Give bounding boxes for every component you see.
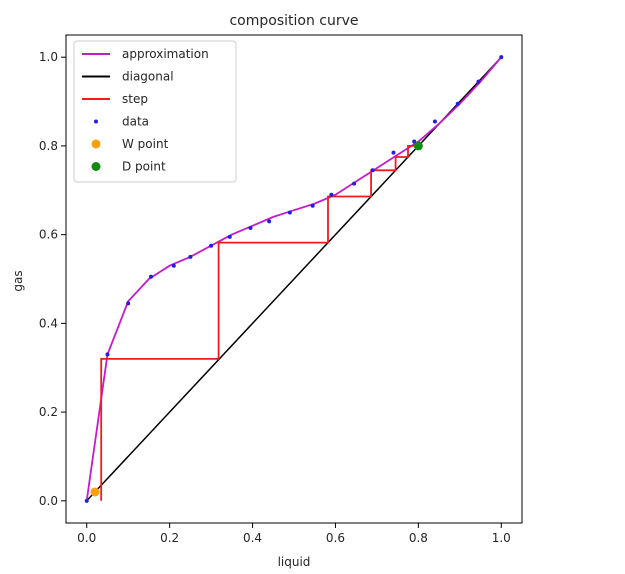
data-point <box>370 168 375 173</box>
w-point-marker <box>90 487 100 497</box>
y-tick-label: 0.0 <box>39 494 58 508</box>
data-point <box>310 203 315 208</box>
data-point <box>171 263 176 268</box>
y-tick-label: 0.6 <box>39 228 58 242</box>
x-axis-label: liquid <box>278 555 311 569</box>
y-tick-label: 0.2 <box>39 405 58 419</box>
legend-approximation-label: approximation <box>122 47 209 61</box>
legend: approximation diagonal step data W point D po… <box>73 40 237 183</box>
chart-title: composition curve <box>229 13 358 29</box>
data-point <box>248 225 253 230</box>
x-tick-label: 0.6 <box>326 531 345 545</box>
y-tick-label: 0.8 <box>39 139 58 153</box>
x-tick-label: 0.8 <box>409 531 428 545</box>
x-tick-label: 0.4 <box>243 531 262 545</box>
plot-area <box>84 55 504 503</box>
legend-d-point-label: D point <box>122 160 166 174</box>
legend-box <box>73 40 237 183</box>
legend-data-swatch <box>94 119 98 124</box>
data-point <box>287 210 292 215</box>
legend-step-label: step <box>122 92 148 106</box>
data-point <box>84 498 89 503</box>
data-point <box>476 79 481 84</box>
data-point <box>499 55 504 60</box>
y-tick-label: 1.0 <box>39 50 58 64</box>
data-point <box>329 192 334 197</box>
legend-d-point-swatch <box>91 162 101 171</box>
data-point <box>352 181 357 186</box>
x-tick-label: 1.0 <box>492 531 511 545</box>
plot-frame <box>65 34 523 524</box>
y-axis-label: gas <box>11 270 25 291</box>
data-point <box>432 119 437 124</box>
data-point <box>209 243 214 248</box>
data-point <box>188 254 193 259</box>
data-point <box>148 274 153 279</box>
data-point <box>105 352 110 357</box>
data-point <box>267 219 272 224</box>
data-point <box>126 301 131 306</box>
x-axis-ticks: 0.0 0.2 0.4 0.6 0.8 1.0 <box>77 523 511 545</box>
legend-data-label: data <box>122 115 149 129</box>
data-point <box>391 150 396 155</box>
legend-w-point-swatch <box>91 139 101 149</box>
x-tick-label: 0.2 <box>160 531 179 545</box>
data-point <box>227 234 232 239</box>
y-tick-label: 0.4 <box>39 316 58 330</box>
series-approximation-line <box>85 56 502 501</box>
d-point-marker <box>413 141 423 151</box>
y-axis-ticks: 0.0 0.2 0.4 0.6 0.8 1.0 <box>39 50 66 508</box>
series-diagonal-line <box>86 56 502 502</box>
data-point <box>412 139 417 144</box>
legend-w-point-label: W point <box>122 137 169 151</box>
legend-diagonal-label: diagonal <box>122 70 174 84</box>
series-step-line <box>100 144 419 501</box>
data-point <box>455 101 460 106</box>
x-tick-label: 0.0 <box>77 531 96 545</box>
